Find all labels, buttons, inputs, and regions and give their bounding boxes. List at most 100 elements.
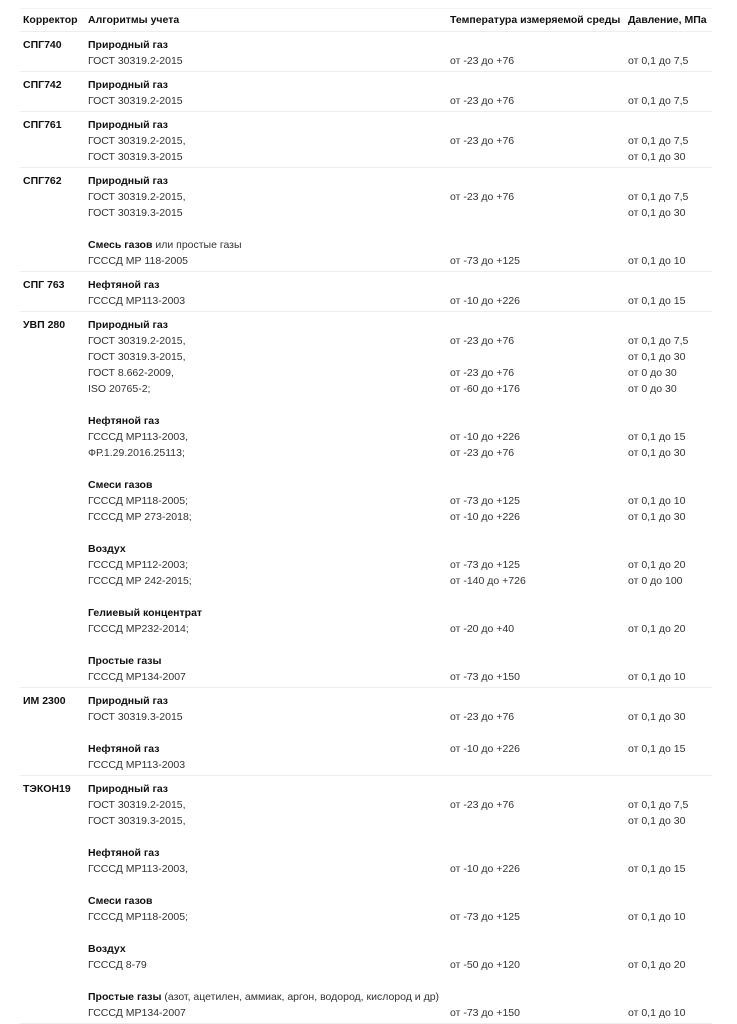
medium-name: Нефтяной газ — [88, 279, 160, 291]
row-line: ГСССД МР113-2003, от -10 до +226 от 0,1 до… — [88, 861, 712, 877]
algorithm-cell — [88, 525, 450, 541]
row-line — [88, 461, 712, 477]
pressure-range: от 0,1 до 7,5 — [628, 135, 689, 147]
row-line — [88, 589, 712, 605]
pressure-range: от 0,1 до 7,5 — [628, 95, 689, 107]
algorithm-cell: Гелиевый концентрат — [88, 605, 450, 621]
row-line — [88, 829, 712, 845]
row-line: ГСССД 8-79 от -50 до +120 от 0,1 до 20 — [88, 957, 712, 973]
medium-name: Нефтяной газ — [88, 743, 160, 755]
temperature-range — [450, 541, 628, 557]
table-row: СПГ740 Природный газ ГОСТ 30319.2-2015 от -… — [20, 32, 712, 72]
pressure-range: от 0,1 до 30 — [628, 447, 686, 459]
pressure-range: от 0,1 до 10 — [628, 1007, 686, 1019]
algorithm-standard: ГСССД МР113-2003 — [88, 759, 186, 771]
temperature-range — [450, 317, 628, 333]
algorithm-cell: ГСССД МР112-2003; — [88, 557, 450, 573]
algorithm-standard: ГСССД МР134-2007 — [88, 671, 186, 683]
temperature-range — [450, 725, 628, 741]
medium-name: Смеси газов — [88, 479, 153, 491]
algorithm-cell: Воздух — [88, 541, 450, 557]
row-line: ГОСТ 30319.2-2015, от -23 до +76 от 0,1 до… — [88, 333, 712, 349]
row-line: ГОСТ 30319.2-2015, от -23 до +76 от 0,1 до… — [88, 133, 712, 149]
algorithm-cell: Нефтяной газ — [88, 741, 450, 757]
pressure-range: от 0,1 до 30 — [628, 711, 686, 723]
algorithm-standard: ГОСТ 30319.3-2015 — [88, 711, 183, 723]
row-line: Природный газ — [88, 317, 712, 333]
algorithm-cell: ГОСТ 30319.3-2015 — [88, 149, 450, 165]
algorithm-cell: ГОСТ 30319.3-2015 — [88, 205, 450, 221]
medium-name: Нефтяной газ — [88, 847, 160, 859]
pressure-range: от 0 до 30 — [628, 383, 677, 395]
temperature-range — [450, 693, 628, 709]
temperature-range — [450, 973, 628, 989]
algorithm-cell — [88, 829, 450, 845]
algorithm-cell: Природный газ — [88, 77, 450, 93]
table-header: Корректор Алгоритмы учета Температура из… — [20, 8, 712, 32]
row-lines: Природный газ ГОСТ 30319.3-2015 от -23 до … — [88, 693, 712, 773]
row-line: ГСССД МР 273-2018; от -10 до +226 от 0,1 д… — [88, 509, 712, 525]
algorithm-cell: ГСССД МР113-2003 — [88, 757, 450, 773]
algorithm-standard: ГОСТ 8.662-2009, — [88, 367, 174, 379]
pressure-range — [628, 461, 712, 477]
medium-name: Природный газ — [88, 783, 169, 795]
pressure-range — [628, 277, 712, 293]
row-line — [88, 925, 712, 941]
pressure-range — [628, 653, 712, 669]
temperature-range: от -73 до +125 — [450, 495, 520, 507]
pressure-range — [628, 317, 712, 333]
row-line: ГСССД МР232-2014; от -20 до +40 от 0,1 до … — [88, 621, 712, 637]
temperature-range — [450, 149, 628, 165]
row-line: ГОСТ 30319.2-2015, от -23 до +76 от 0,1 до… — [88, 797, 712, 813]
algorithm-cell: Смеси газов — [88, 893, 450, 909]
row-line: Природный газ — [88, 37, 712, 53]
medium-name: Природный газ — [88, 319, 169, 331]
row-line — [88, 637, 712, 653]
algorithm-cell: Нефтяной газ — [88, 277, 450, 293]
temperature-range — [450, 989, 628, 1005]
row-line: Воздух — [88, 541, 712, 557]
algorithm-cell: Простые газы — [88, 653, 450, 669]
pressure-range — [628, 525, 712, 541]
pressure-range: от 0,1 до 7,5 — [628, 55, 689, 67]
algorithm-standard: ГОСТ 30319.3-2015 — [88, 207, 183, 219]
header-algorithms: Алгоритмы учета — [88, 14, 180, 26]
algorithm-standard: ГОСТ 30319.2-2015, — [88, 191, 186, 203]
temperature-range: от -10 до +226 — [450, 863, 520, 875]
pressure-range — [628, 893, 712, 909]
pressure-range: от 0,1 до 30 — [628, 151, 686, 163]
row-line: Природный газ — [88, 693, 712, 709]
row-line: ГОСТ 30319.3-2015 от -23 до +76 от 0,1 до … — [88, 709, 712, 725]
temperature-range: от -73 до +150 — [450, 671, 520, 683]
temperature-range: от -23 до +76 — [450, 447, 515, 459]
temperature-range: от -10 до +226 — [450, 743, 520, 755]
pressure-range — [628, 173, 712, 189]
temperature-range: от -23 до +76 — [450, 367, 515, 379]
corrector-name: УВП 280 — [23, 319, 66, 331]
pressure-range: от 0,1 до 30 — [628, 511, 686, 523]
medium-name: Природный газ — [88, 175, 169, 187]
row-line: ГОСТ 30319.3-2015, от 0,1 до 30 — [88, 813, 712, 829]
temperature-range — [450, 653, 628, 669]
temperature-range: от -10 до +226 — [450, 511, 520, 523]
algorithm-cell: ГСССД МР 273-2018; — [88, 509, 450, 525]
row-line — [88, 397, 712, 413]
row-line: ГСССД МР134-2007 от -73 до +150 от 0,1 до … — [88, 669, 712, 685]
algorithm-standard: ГСССД МР 118-2005 — [88, 255, 189, 267]
pressure-range: от 0,1 до 10 — [628, 671, 686, 683]
row-line: Нефтяной газ — [88, 277, 712, 293]
algorithm-standard: ГОСТ 30319.3-2015, — [88, 351, 186, 363]
algorithm-cell: Природный газ — [88, 117, 450, 133]
algorithm-cell: ГОСТ 30319.2-2015, — [88, 189, 450, 205]
temperature-range — [450, 829, 628, 845]
algorithm-cell: ГОСТ 30319.2-2015 — [88, 53, 450, 69]
algorithm-standard: ГОСТ 30319.3-2015, — [88, 815, 186, 827]
row-line: Смеси газов — [88, 893, 712, 909]
row-line: ISO 20765-2; от -60 до +176 от 0 до 30 — [88, 381, 712, 397]
pressure-range — [628, 37, 712, 53]
algorithm-cell: ГСССД МР 242-2015; — [88, 573, 450, 589]
pressure-range — [628, 221, 712, 237]
row-line: ГСССД МР113-2003, от -10 до +226 от 0,1 до… — [88, 429, 712, 445]
row-line: Смеси газов — [88, 477, 712, 493]
temperature-range — [450, 397, 628, 413]
